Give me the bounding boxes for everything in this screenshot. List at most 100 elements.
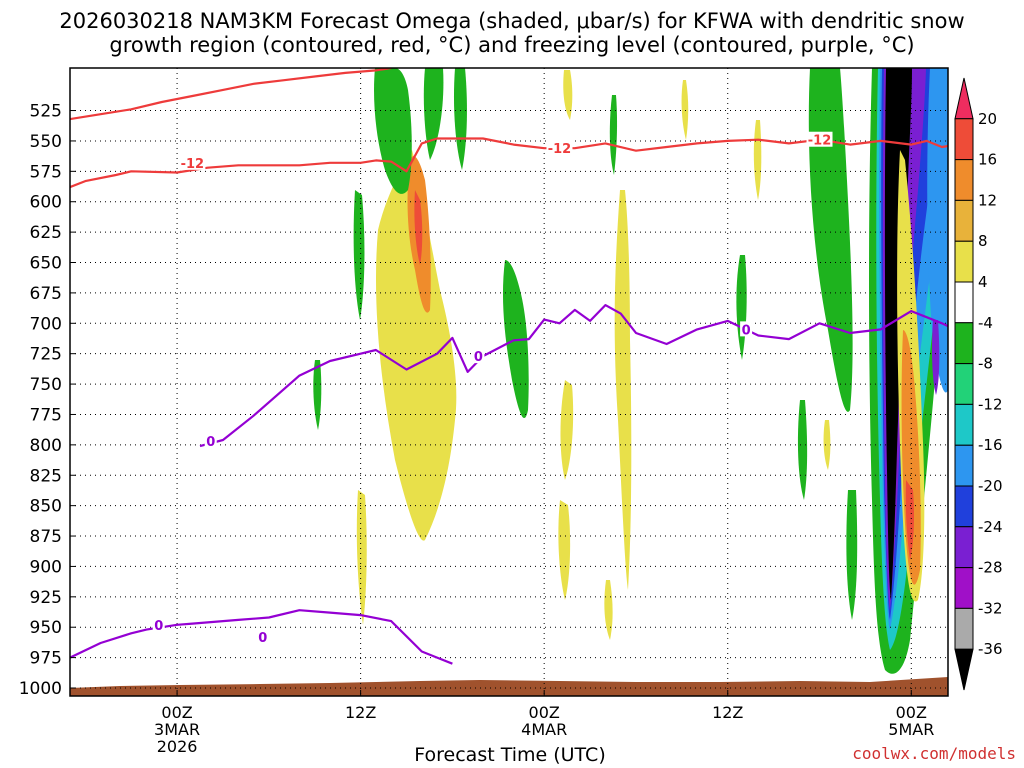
omega-area-yellow-10 (823, 420, 831, 470)
colorbar-swatch-3 (954, 199, 974, 242)
colorbar-label-6: -8 (978, 355, 993, 373)
frz-label-bg-2 (740, 321, 753, 337)
colorbar-label-11: -28 (978, 559, 1003, 577)
colorbar-swatch-7 (954, 363, 974, 405)
omega-area-yellow-8 (681, 80, 689, 140)
colorbar-label-0: 20 (978, 110, 997, 128)
ytick-label-650: 650 (30, 254, 62, 274)
frz-label-bg-3 (152, 616, 165, 632)
plot-frame (69, 67, 949, 697)
colorbar-label-4: 4 (978, 273, 988, 291)
terrain (70, 677, 948, 696)
y-axis: 525 550 575 600 625 650 675 700 725 750 775 800 825 8… (19, 102, 76, 699)
omega-area-green-10 (846, 490, 858, 620)
vertical-gridlines (176, 68, 912, 696)
ytick-label-1000: 1000 (19, 679, 62, 699)
colorbar-label-1: 16 (978, 151, 997, 169)
colorbar-swatch-9 (954, 444, 974, 487)
frz-label-0: 0 (206, 435, 215, 450)
frz-label-bg-1 (472, 348, 485, 364)
colorbar-swatch-6 (954, 322, 974, 365)
colorbar-swatch-11 (954, 526, 974, 569)
omega-area-green-9 (313, 360, 322, 430)
ytick-label-875: 875 (30, 527, 62, 547)
frz-label-1: 0 (474, 350, 483, 365)
xtick-label-24-0: 00Z (529, 703, 560, 722)
omega-area-yellow-9 (753, 120, 762, 200)
xtick-label-0-0: 00Z (161, 703, 192, 722)
colorbar-swatch-2 (954, 159, 974, 201)
xtick-label-24-1: 4MAR (521, 720, 567, 739)
ytick-label-750: 750 (30, 375, 62, 395)
colorbar-swatch-14 (954, 648, 974, 691)
colorbar-label-12: -32 (978, 599, 1003, 617)
xtick-label-36-0: 12Z (712, 703, 743, 722)
omega-area-yellow-3 (563, 70, 573, 120)
omega-area-blue-2 (927, 68, 948, 393)
ytick-label-925: 925 (30, 588, 62, 608)
xtick-label-0-1: 3MAR (154, 720, 200, 739)
frz-label-2: 0 (742, 323, 751, 338)
colorbar-label-7: -12 (978, 395, 1003, 413)
contour-freezing_level_0C (199, 304, 948, 448)
colorbar-label-13: -36 (978, 640, 1003, 658)
omega-area-green-3 (453, 68, 467, 170)
chart-title-line2: growth region (contoured, red, °C) and f… (109, 33, 915, 57)
frz-label-4: 0 (258, 631, 267, 646)
xtick-label-12-0: 12Z (345, 703, 376, 722)
colorbar-label-5: -4 (978, 314, 993, 332)
ytick-label-725: 725 (30, 345, 62, 365)
ytick-label-975: 975 (30, 649, 62, 669)
ytick-label-675: 675 (30, 284, 62, 304)
omega-area-purple-2 (932, 320, 940, 395)
omega-area-green-7 (736, 255, 747, 360)
omega-area-yellow-1 (375, 150, 457, 541)
ytick-label-525: 525 (30, 102, 62, 122)
omega-area-green-11 (808, 68, 853, 412)
frz-label-bg-4 (256, 628, 269, 644)
dgz-label-1: -12 (548, 142, 572, 157)
dgz-label-bg-2 (806, 131, 833, 147)
omega-shading (313, 68, 948, 674)
omega-area-red-2 (905, 480, 914, 560)
ytick-label-625: 625 (30, 223, 62, 243)
xtick-label-0-2: 2026 (157, 737, 198, 756)
colorbar: 20 16 12 8 4 -4 -8 -12 -16 -20 -24 -28 -32 -36 (954, 77, 1003, 691)
contour-labels: -12 -12 -12 0 0 0 0 0 (152, 131, 833, 646)
colorbar-swatch-0 (954, 77, 974, 120)
contour-freezing_level_0C_lower (70, 609, 453, 665)
dgz-label-bg-0 (179, 154, 206, 170)
colorbar-swatch-1 (954, 118, 974, 161)
frz-label-3: 0 (154, 619, 163, 634)
omega-area-yellow-5 (558, 500, 571, 600)
ytick-label-600: 600 (30, 193, 62, 213)
xtick-label-48-1: 5MAR (888, 720, 934, 739)
colorbar-label-8: -16 (978, 436, 1003, 454)
ytick-label-550: 550 (30, 132, 62, 152)
x-axis-title: Forecast Time (UTC) (414, 744, 606, 766)
omega-area-yellow-4 (560, 380, 574, 480)
ytick-label-800: 800 (30, 436, 62, 456)
colorbar-label-9: -20 (978, 477, 1003, 495)
colorbar-swatch-13 (954, 607, 974, 650)
colorbar-swatch-10 (954, 485, 974, 528)
xtick-label-48-0: 00Z (896, 703, 927, 722)
omega-area-yellow-2 (356, 490, 367, 625)
colorbar-label-10: -24 (978, 518, 1003, 536)
ytick-label-775: 775 (30, 405, 62, 425)
omega-area-red-1 (414, 190, 423, 265)
dgz-label-0: -12 (181, 157, 205, 172)
ytick-label-850: 850 (30, 497, 62, 517)
ytick-label-900: 900 (30, 557, 62, 577)
omega-area-green-1 (374, 68, 412, 194)
chart-title-line1: 2026030218 NAM3KM Forecast Omega (shaded… (59, 9, 965, 33)
ytick-label-700: 700 (30, 314, 62, 334)
dgz-label-2: -12 (808, 134, 832, 149)
frz-label-bg-0 (204, 433, 217, 449)
colorbar-label-3: 8 (978, 232, 988, 250)
ytick-label-575: 575 (30, 162, 62, 182)
omega-area-yellow-7 (604, 580, 613, 640)
omega-area-green-2 (423, 68, 444, 160)
colorbar-swatch-12 (954, 567, 974, 609)
